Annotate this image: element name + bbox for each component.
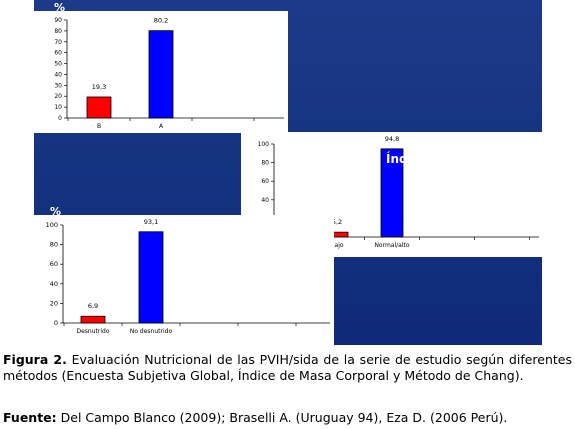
esg-y-tick-label: 30	[54, 82, 62, 89]
esg-y-tick-label: 70	[54, 39, 62, 46]
imc-y-tick-label: 100	[258, 141, 270, 148]
imc-value-label: 5,2	[332, 218, 342, 226]
source-text: Del Campo Blanco (2009); Braselli A. (Ur…	[56, 410, 508, 425]
esg-y-tick-label: 40	[54, 71, 62, 78]
imc-bar-1	[380, 148, 404, 238]
imc-y-tick-label: 60	[261, 178, 269, 185]
chang-y-tick-label: 60	[50, 260, 58, 268]
esg-y-tick-label: 10	[54, 104, 62, 111]
esg-chart-title: ESG	[196, 42, 225, 57]
source-label: Fuente:	[3, 410, 57, 425]
caption-label: Figura 2.	[3, 352, 67, 367]
chang-chart-title: Método de Chang	[197, 284, 316, 298]
chang-chart-panel: 0 20 40 60 80 100 6,9 Desnutrido 93,1 No desnutri…	[34, 215, 334, 345]
chang-y-tick-label: 20	[50, 299, 58, 307]
imc-y-tick-label: 40	[261, 197, 269, 204]
esg-bar-0	[86, 96, 112, 119]
chang-y-tick-label: 100	[46, 221, 58, 229]
imc-chart-title: Índice de Masa Corporal	[386, 152, 542, 166]
figure-caption: Figura 2. Evaluación Nutricional de las …	[3, 352, 572, 384]
imc-value-label: 94,8	[385, 135, 399, 143]
esg-bar-1	[148, 30, 174, 119]
esg-y-tick-label: 80	[54, 28, 62, 35]
figure-background: % 0 10 20 30 40 50 60 70 80 90 19,3 B 80,2 A ESG % 0 2…	[34, 0, 542, 345]
esg-chart-panel: 0 10 20 30 40 50 60 70 80 90 19,3 B 80,2 A	[34, 11, 288, 133]
chang-y-tick-label: 80	[50, 241, 58, 249]
figure-source: Fuente: Del Campo Blanco (2009); Brasell…	[3, 410, 572, 426]
esg-y-tick-label: 0	[58, 115, 62, 122]
esg-y-tick-label: 90	[54, 17, 62, 24]
esg-category-label: B	[97, 123, 101, 130]
imc-percent-label: %	[261, 122, 273, 135]
chang-bar-chart: 0 20 40 60 80 100 6,9 Desnutrido 93,1 No desnutri…	[46, 218, 330, 335]
chang-value-label: 6,9	[88, 302, 98, 310]
caption-text: Evaluación Nutricional de las PVIH/sida …	[3, 352, 572, 383]
imc-category-label: Normal/alto	[374, 242, 409, 249]
esg-y-tick-label: 60	[54, 50, 62, 57]
imc-category-label: Bajo	[330, 242, 343, 249]
chang-percent-label: %	[50, 205, 62, 218]
esg-bar-chart: 0 10 20 30 40 50 60 70 80 90 19,3 B 80,2 A	[54, 17, 284, 130]
chang-bar-0	[80, 315, 106, 324]
chang-value-label: 93,1	[144, 218, 158, 226]
esg-percent-label: %	[54, 1, 66, 14]
chang-y-tick-label: 40	[50, 280, 58, 288]
chang-bar-1	[138, 231, 164, 324]
imc-y-tick-label: 80	[261, 160, 269, 167]
esg-y-tick-label: 20	[54, 93, 62, 100]
chang-category-label: Desnutrido	[76, 328, 109, 335]
esg-y-tick-label: 50	[54, 61, 62, 68]
esg-value-label: 80,2	[154, 17, 168, 25]
chang-y-tick-label: 0	[54, 319, 58, 327]
chang-category-label: No desnutrido	[130, 328, 173, 335]
esg-category-label: A	[159, 123, 164, 130]
esg-value-label: 19,3	[92, 83, 106, 91]
